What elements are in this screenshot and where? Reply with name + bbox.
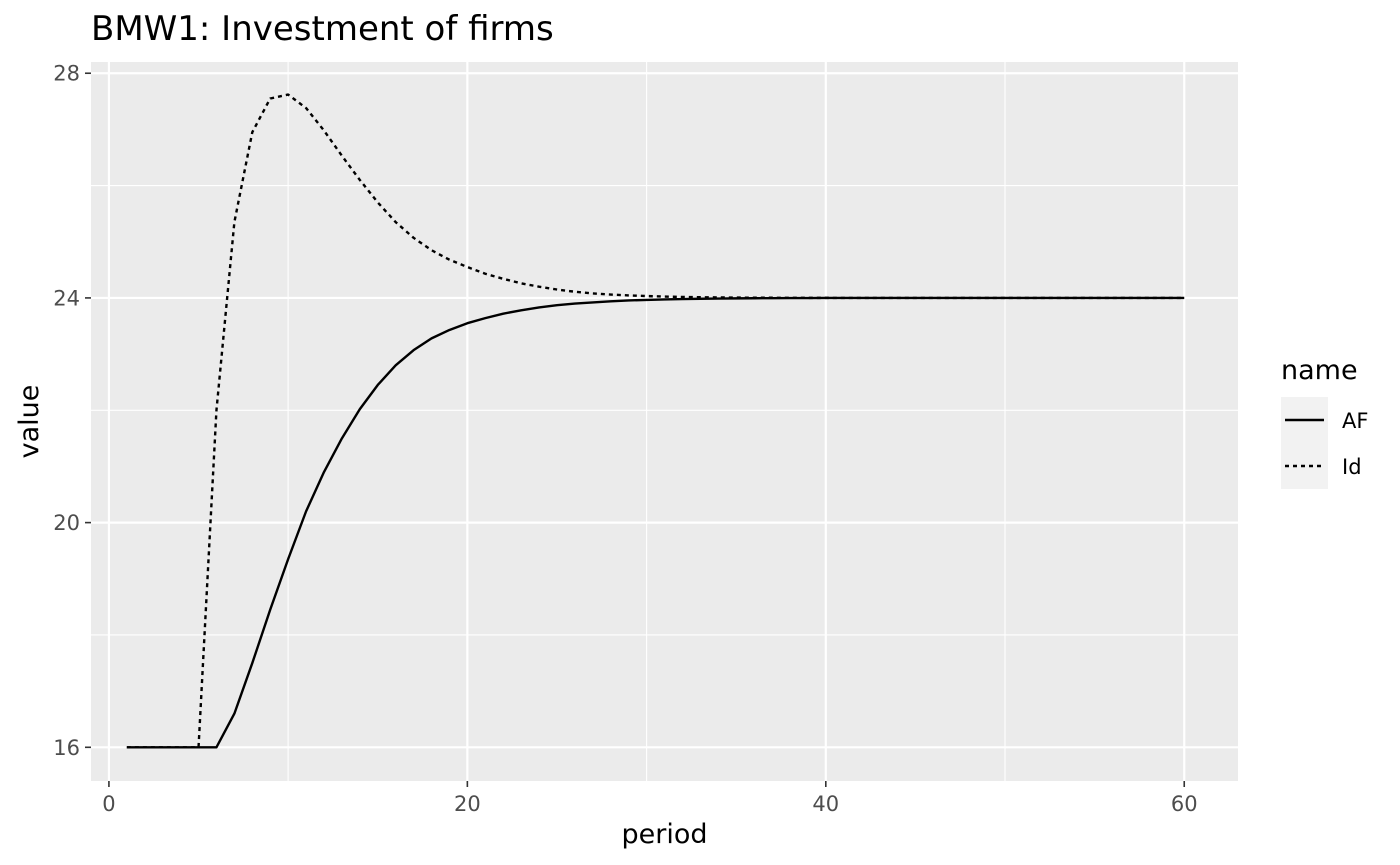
y-axis-title: value [14,385,45,459]
minor-gridlines [91,62,1238,781]
x-tick-label: 60 [1171,792,1198,816]
chart-title: BMW1: Investment of firms [91,9,554,49]
x-axis: 0 20 40 60 [102,781,1198,816]
series-line-af [126,296,1185,749]
y-tick-label: 28 [53,62,80,86]
y-tick-label: 24 [53,286,80,310]
series-layer [126,93,1185,749]
legend-label-id: Id [1342,455,1362,479]
x-axis-title: period [621,819,707,850]
y-tick-label: 20 [53,511,80,535]
x-tick-label: 0 [102,792,115,816]
legend-label-af: AF [1342,409,1368,433]
y-axis: 16 20 24 28 [53,62,91,760]
x-tick-label: 40 [812,792,839,816]
x-tick-label: 20 [454,792,481,816]
legend-title: name [1281,355,1358,386]
plot-panel [91,62,1238,781]
legend: name AF Id [1281,355,1368,489]
y-tick-label: 16 [53,736,80,760]
